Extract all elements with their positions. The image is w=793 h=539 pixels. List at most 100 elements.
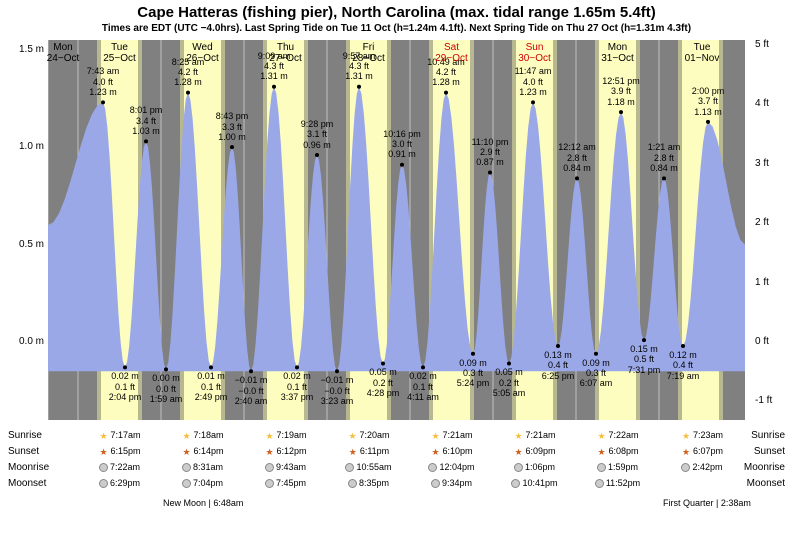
astro-cell: ★7:22am: [578, 430, 658, 441]
astro-cell: ★7:18am: [163, 430, 243, 441]
sunset-icon: ★: [596, 447, 606, 457]
low-tide-label: 0.12 m0.4 ft7:19 am: [658, 350, 708, 381]
moon-icon: [348, 479, 357, 488]
astro-cell: ★7:20am: [329, 430, 409, 441]
moon-icon: [182, 479, 191, 488]
high-tide-label: 12:12 am2.8 ft0.84 m: [552, 142, 602, 173]
day-header: Tue25−Oct: [80, 42, 160, 64]
low-tide-label: −0.01 m−0.0 ft2:40 am: [226, 375, 276, 406]
moon-icon: [265, 463, 274, 472]
moon-icon: [265, 479, 274, 488]
sun-icon: ★: [181, 431, 191, 441]
astro-cell: ★6:07pm: [662, 446, 742, 457]
astro-cell: 9:43am: [246, 462, 326, 472]
astro-cell: ★7:21am: [495, 430, 575, 441]
astro-cell: ★7:17am: [80, 430, 160, 441]
astro-label: Moonrise: [8, 462, 49, 473]
high-tide-label: 8:01 pm3.4 ft1.03 m: [121, 105, 171, 136]
astro-label: Moonrise: [744, 462, 785, 473]
y-tick-right: 4 ft: [755, 98, 785, 109]
moon-icon: [99, 463, 108, 472]
high-tide-label: 1:21 am2.8 ft0.84 m: [639, 142, 689, 173]
sunset-icon: ★: [264, 447, 274, 457]
sunset-icon: ★: [98, 447, 108, 457]
astro-cell: 8:31am: [163, 462, 243, 472]
day-header: Sat29−Oct: [412, 42, 492, 64]
plot-area: 7:43 am4.0 ft1.23 m0.02 m0.1 ft2:04 pm8:…: [48, 40, 745, 420]
high-tide-label: 7:43 am4.0 ft1.23 m: [78, 66, 128, 97]
astro-cell: ★7:23am: [662, 430, 742, 441]
high-tide-label: 8:43 pm3.3 ft1.00 m: [207, 111, 257, 142]
low-tide-label: 0.02 m0.1 ft4:11 am: [398, 371, 448, 402]
astro-cell: ★6:12pm: [246, 446, 326, 457]
chart-subtitle: Times are EDT (UTC −4.0hrs). Last Spring…: [0, 21, 793, 34]
high-tide-label: 12:51 pm3.9 ft1.18 m: [596, 76, 646, 107]
high-tide-label: 10:16 pm3.0 ft0.91 m: [377, 129, 427, 160]
sunset-icon: ★: [513, 447, 523, 457]
astro-label: Sunrise: [751, 430, 785, 441]
sunset-icon: ★: [348, 447, 358, 457]
day-header: Fri28−Oct: [329, 42, 409, 64]
astro-cell: ★7:21am: [412, 430, 492, 441]
high-tide-label: 2:00 pm3.7 ft1.13 m: [683, 86, 733, 117]
low-tide-label: 0.00 m0.0 ft1:59 am: [141, 373, 191, 404]
y-tick-right: 1 ft: [755, 277, 785, 288]
day-header: Wed26−Oct: [163, 42, 243, 64]
astro-cell: 1:06pm: [495, 462, 575, 472]
y-tick-right: 2 ft: [755, 217, 785, 228]
astro-cell: 2:42pm: [662, 462, 742, 472]
astro-cell: 7:45pm: [246, 478, 326, 488]
y-tick-right: 0 ft: [755, 336, 785, 347]
astro-cell: 9:34pm: [412, 478, 492, 488]
y-tick-right: 3 ft: [755, 158, 785, 169]
tide-chart: Cape Hatteras (fishing pier), North Caro…: [0, 0, 793, 539]
sunset-icon: ★: [430, 447, 440, 457]
day-header: Thu27−Oct: [246, 42, 326, 64]
moon-phase-label: New Moon | 6:48am: [163, 498, 243, 508]
high-tide-label: 11:10 pm2.9 ft0.87 m: [465, 137, 515, 168]
sun-icon: ★: [596, 431, 606, 441]
low-tide-label: −0.01 m−0.0 ft3:23 am: [312, 375, 362, 406]
astro-label: Sunrise: [8, 430, 42, 441]
moon-icon: [431, 479, 440, 488]
moon-icon: [182, 463, 191, 472]
astro-cell: 1:59pm: [578, 462, 658, 472]
moon-phase-label: First Quarter | 2:38am: [663, 498, 751, 508]
y-tick-left: 0.0 m: [8, 336, 44, 347]
moon-icon: [511, 479, 520, 488]
moon-icon: [595, 479, 604, 488]
sun-icon: ★: [347, 431, 357, 441]
astro-cell: 12:04pm: [412, 462, 492, 472]
astro-cell: 7:22am: [80, 462, 160, 472]
astro-cell: 7:04pm: [163, 478, 243, 488]
astro-cell: 11:52pm: [578, 478, 658, 488]
moon-icon: [99, 479, 108, 488]
astro-label: Moonset: [8, 478, 46, 489]
moon-icon: [345, 463, 354, 472]
astro-cell: 10:41pm: [495, 478, 575, 488]
y-tick-right: -1 ft: [755, 395, 785, 406]
sun-icon: ★: [681, 431, 691, 441]
astro-cell: ★6:09pm: [495, 446, 575, 457]
chart-title: Cape Hatteras (fishing pier), North Caro…: [0, 0, 793, 21]
sunset-icon: ★: [681, 447, 691, 457]
y-tick-left: 0.5 m: [8, 239, 44, 250]
astro-cell: ★6:10pm: [412, 446, 492, 457]
astro-cell: ★6:11pm: [329, 446, 409, 457]
moon-icon: [514, 463, 523, 472]
y-tick-right: 5 ft: [755, 39, 785, 50]
astro-cell: ★6:08pm: [578, 446, 658, 457]
astro-cell: ★6:14pm: [163, 446, 243, 457]
sunset-icon: ★: [181, 447, 191, 457]
high-tide-label: 11:47 am4.0 ft1.23 m: [508, 66, 558, 97]
low-tide-label: 0.05 m0.2 ft5:05 am: [484, 367, 534, 398]
sun-icon: ★: [430, 431, 440, 441]
astro-cell: 10:55am: [329, 462, 409, 472]
astro-label: Sunset: [754, 446, 785, 457]
sun-icon: ★: [513, 431, 523, 441]
sun-icon: ★: [98, 431, 108, 441]
low-tide-label: 0.09 m0.3 ft6:07 am: [571, 358, 621, 389]
astro-cell: ★6:15pm: [80, 446, 160, 457]
day-header: Tue01−Nov: [662, 42, 742, 64]
day-header: Mon31−Oct: [578, 42, 658, 64]
